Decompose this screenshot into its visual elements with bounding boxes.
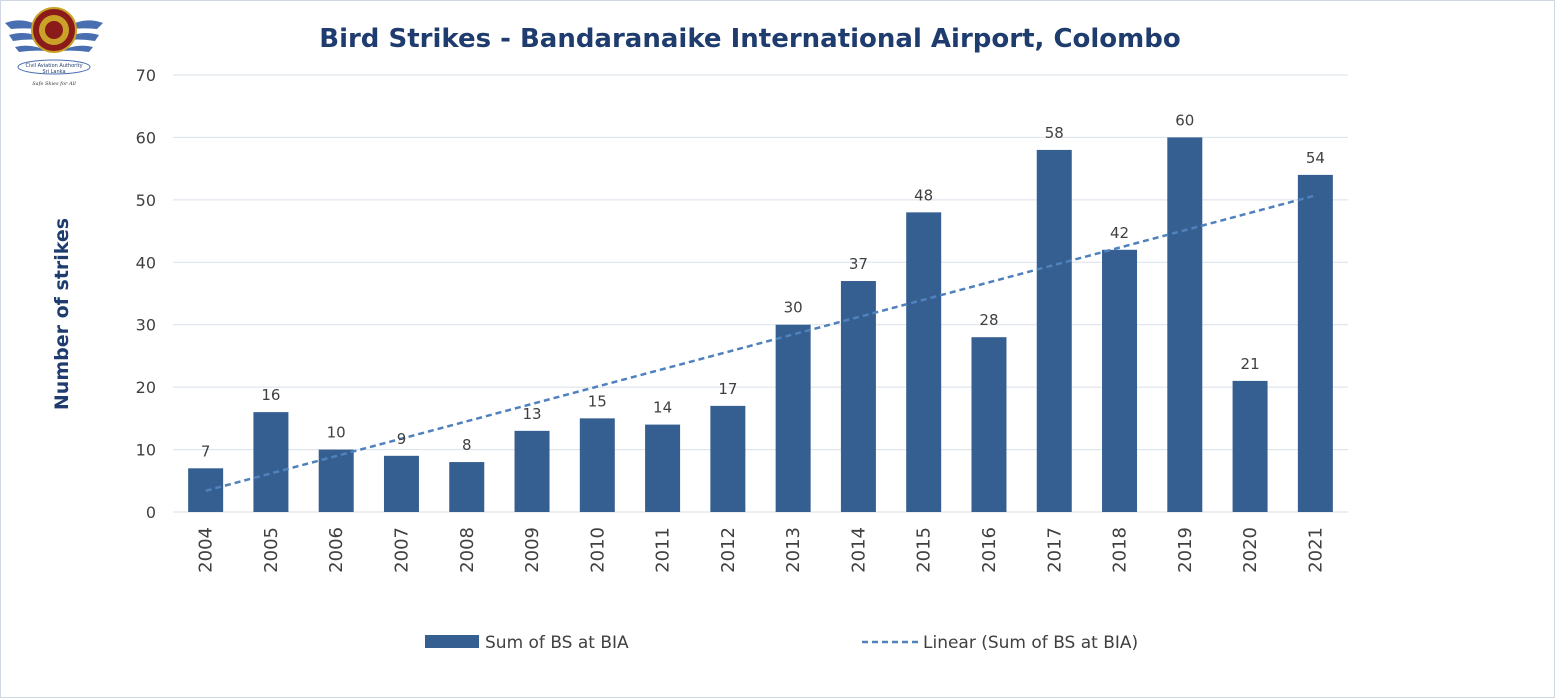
x-tick-label: 2006 <box>326 527 347 573</box>
data-label: 28 <box>979 311 998 329</box>
bar <box>1297 174 1333 512</box>
y-tick-label: 30 <box>136 316 156 335</box>
gridlines <box>173 74 1348 513</box>
x-tick-label: 2012 <box>718 527 739 573</box>
trendline-linear <box>205 194 1316 492</box>
x-tick-label: 2004 <box>196 527 217 573</box>
x-tick-label: 2013 <box>783 527 804 573</box>
chart-title: Bird Strikes - Bandaranaike Internationa… <box>319 24 1180 54</box>
y-axis-label: Number of strikes <box>51 218 73 410</box>
logo-tagline: Safe Skies for All <box>32 81 76 87</box>
data-label: 60 <box>1175 111 1194 129</box>
y-tick-label: 70 <box>136 66 156 85</box>
logo-name-line1: Civil Aviation Authority <box>25 63 82 69</box>
bar <box>514 430 550 512</box>
bar <box>710 405 746 512</box>
data-label: 8 <box>462 436 472 454</box>
bar <box>1036 149 1072 512</box>
bar <box>971 337 1007 512</box>
x-axis-ticks: 2004 2005 2006 2007 2008 2009 2010 2011 2012 2013… <box>196 527 1327 573</box>
x-tick-label: 2014 <box>848 527 869 573</box>
legend: Sum of BS at BIA Linear (Sum of BS at BI… <box>425 633 1138 653</box>
y-tick-label: 10 <box>136 441 156 460</box>
data-label: 30 <box>784 299 803 317</box>
x-tick-label: 2021 <box>1305 527 1326 573</box>
data-label: 7 <box>201 442 211 460</box>
caa-logo: Civil Aviation Authority Sri Lanka Safe … <box>5 7 103 87</box>
legend-bar-swatch <box>425 635 479 648</box>
bar <box>1167 137 1203 512</box>
data-labels: 7 16 10 9 8 13 15 14 17 30 37 48 28 58 42 60 21 54 <box>201 111 1325 460</box>
logo-name-line2: Sri Lanka <box>42 69 65 75</box>
bar <box>840 281 876 512</box>
data-label: 21 <box>1241 355 1260 373</box>
data-label: 42 <box>1110 224 1129 242</box>
x-tick-label: 2010 <box>587 527 608 573</box>
x-tick-label: 2017 <box>1044 527 1065 573</box>
legend-trend-label: Linear (Sum of BS at BIA) <box>923 633 1138 653</box>
data-label: 10 <box>327 424 346 442</box>
x-tick-label: 2015 <box>914 527 935 573</box>
x-tick-label: 2008 <box>457 527 478 573</box>
y-tick-label: 50 <box>136 191 156 210</box>
trendline <box>205 194 1316 492</box>
data-label: 15 <box>588 392 607 410</box>
x-tick-label: 2005 <box>261 527 282 573</box>
data-label: 14 <box>653 399 672 417</box>
y-axis-ticks: 0 10 20 30 40 50 60 70 <box>136 66 156 522</box>
y-tick-label: 40 <box>136 253 156 272</box>
legend-bar-label: Sum of BS at BIA <box>485 633 629 653</box>
x-tick-label: 2019 <box>1175 527 1196 573</box>
bars <box>188 137 1333 513</box>
bar <box>579 418 615 512</box>
bar <box>645 424 681 512</box>
bar <box>775 324 811 512</box>
x-tick-label: 2018 <box>1110 527 1131 573</box>
data-label: 17 <box>718 380 737 398</box>
data-label: 54 <box>1306 149 1325 167</box>
bar <box>1102 249 1138 513</box>
bar <box>449 462 485 512</box>
bar <box>1232 380 1268 512</box>
data-label: 48 <box>914 186 933 204</box>
x-tick-label: 2016 <box>979 527 1000 573</box>
x-tick-label: 2007 <box>391 527 412 573</box>
bar <box>906 212 942 513</box>
y-tick-label: 60 <box>136 128 156 147</box>
data-label: 37 <box>849 255 868 273</box>
y-tick-label: 0 <box>146 503 156 522</box>
data-label: 13 <box>522 405 541 423</box>
data-label: 9 <box>397 430 407 448</box>
bar <box>383 455 419 512</box>
x-tick-label: 2020 <box>1240 527 1261 573</box>
bar <box>253 412 289 512</box>
y-tick-label: 20 <box>136 378 156 397</box>
x-tick-label: 2009 <box>522 527 543 573</box>
data-label: 16 <box>261 386 280 404</box>
data-label: 58 <box>1045 124 1064 142</box>
x-tick-label: 2011 <box>653 527 674 573</box>
